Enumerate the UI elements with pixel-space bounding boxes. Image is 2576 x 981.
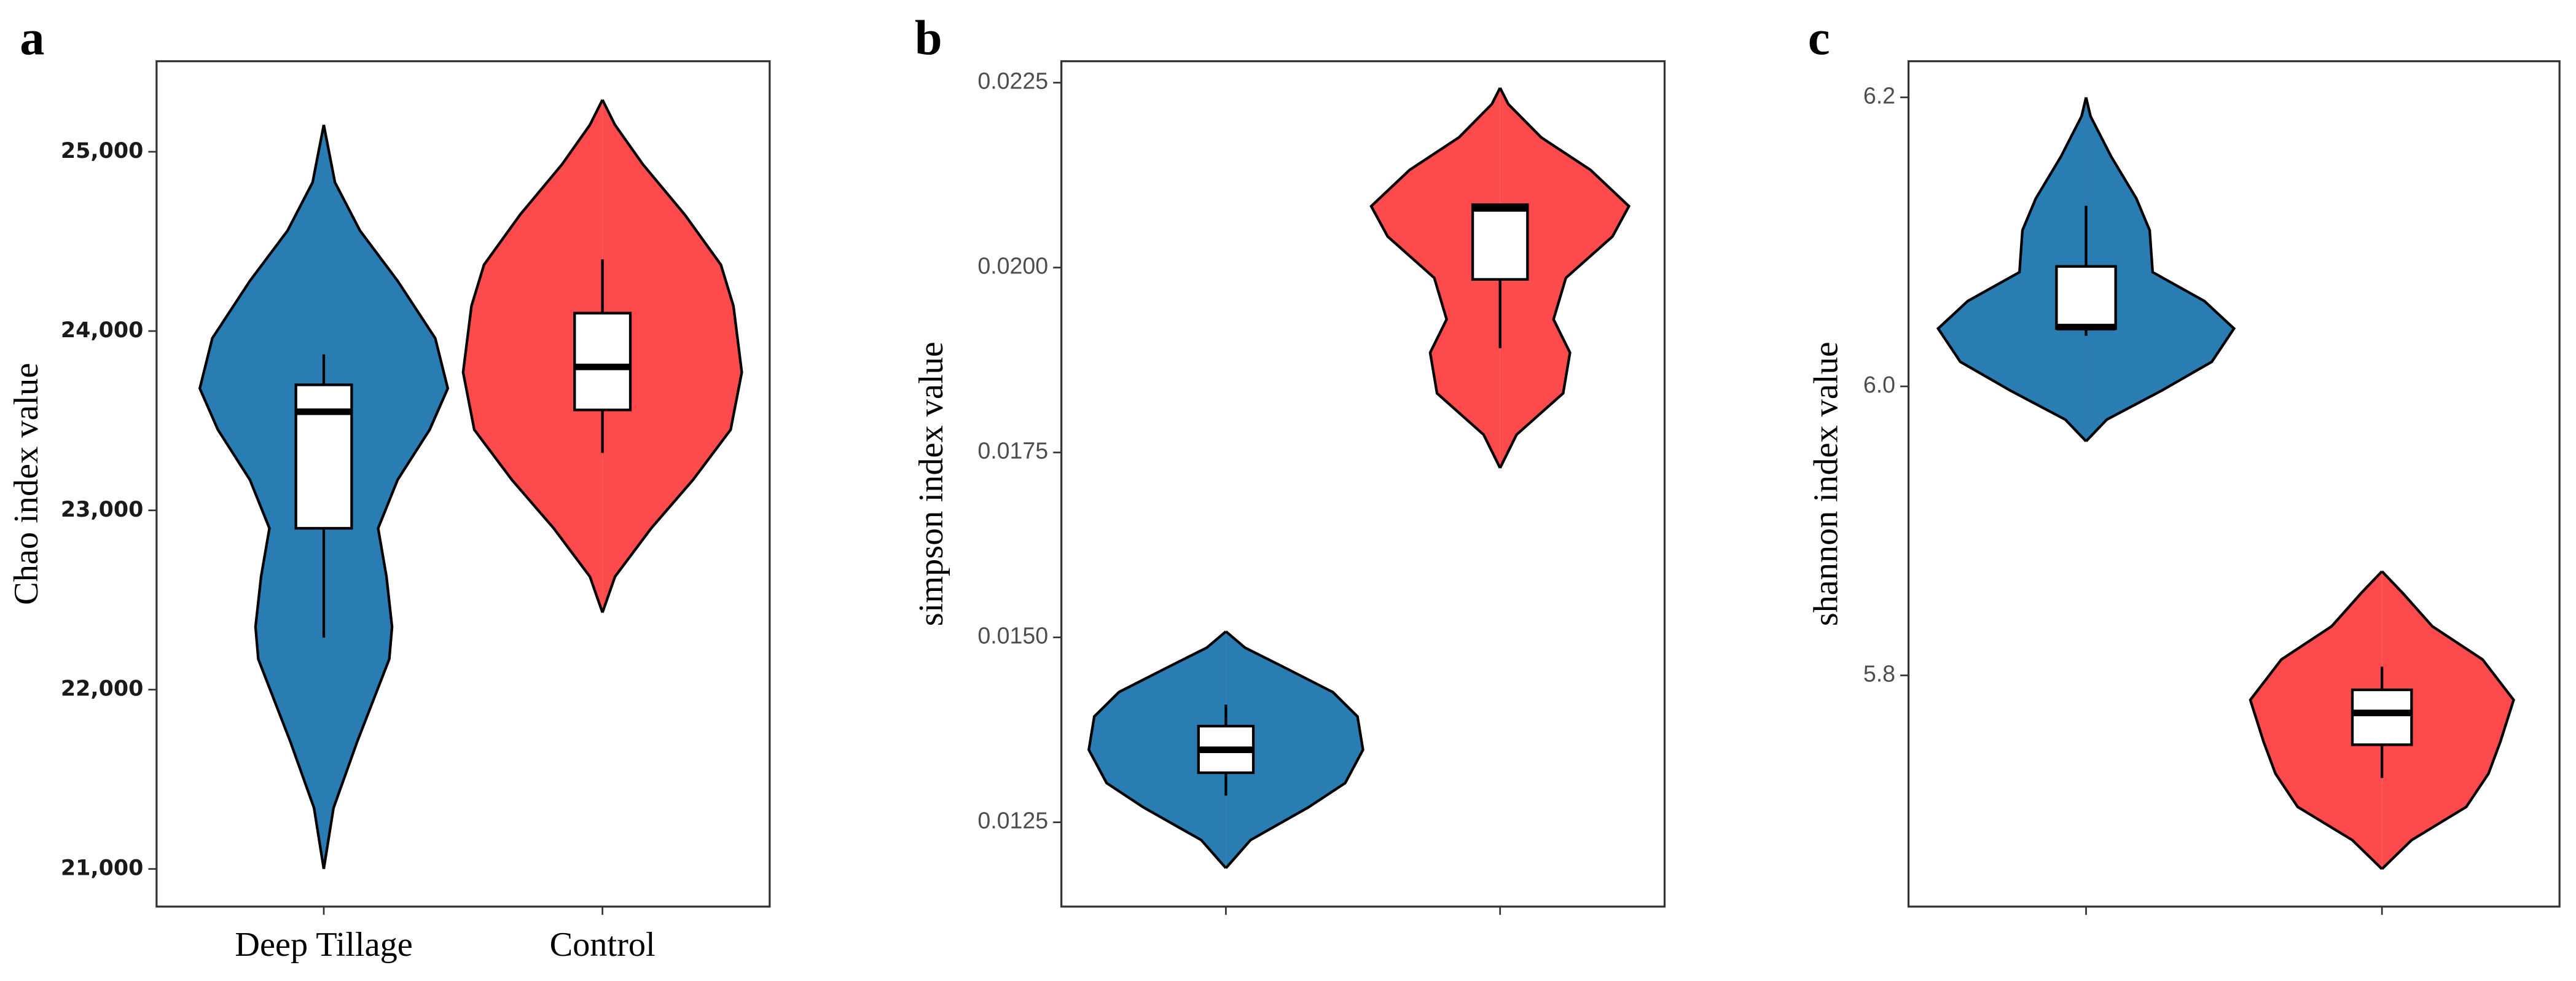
box (1471, 203, 1529, 281)
y-tick-label: 0.0150 (977, 623, 1048, 649)
y-tick-label: 22,000 (61, 677, 144, 702)
box (573, 311, 632, 412)
box (294, 383, 353, 530)
violin-outline (1369, 87, 1501, 469)
violin-outline (1936, 96, 2088, 442)
violin-half (2250, 571, 2382, 869)
panel-label: c (1808, 11, 1830, 66)
box (2351, 688, 2413, 746)
violin-outline (2249, 570, 2383, 870)
y-axis-title: simpson index value (912, 342, 950, 626)
y-tick-label: 0.0200 (977, 253, 1048, 279)
y-tick-label: 21,000 (61, 856, 144, 881)
violin-half (2086, 97, 2234, 442)
panel-label: a (20, 11, 44, 66)
violin-half (2382, 571, 2514, 869)
violin-outline (322, 124, 450, 869)
y-tick-label: 0.0225 (977, 68, 1048, 94)
violin-outline (1224, 630, 1364, 869)
plot-frame (1060, 60, 1666, 908)
violin-outline (198, 124, 326, 869)
y-tick-label: 24,000 (61, 318, 144, 343)
y-tick-label: 0.0175 (977, 438, 1048, 464)
violin-outline (1498, 87, 1631, 469)
violin-outline (2085, 96, 2236, 442)
y-tick-label: 25,000 (61, 139, 144, 163)
violin-half (602, 100, 742, 613)
violin-outline (1087, 630, 1227, 869)
violin-outline (601, 99, 743, 613)
violin-outline (2381, 570, 2515, 870)
panel-label: b (915, 11, 942, 66)
violin-half (463, 100, 603, 613)
y-tick-label: 0.0125 (977, 808, 1048, 834)
y-tick-label: 6.2 (1863, 82, 1895, 108)
y-tick-label: 6.0 (1863, 372, 1895, 397)
box (2055, 265, 2117, 330)
x-tick-label: Control (550, 926, 656, 964)
x-tick-label: Deep Tillage (235, 926, 412, 964)
violin-half (1938, 97, 2086, 442)
plot-frame (1907, 60, 2561, 908)
violin-outline (461, 99, 604, 613)
y-axis-title: shannon index value (1807, 342, 1846, 626)
y-tick-label: 5.8 (1863, 660, 1895, 686)
y-tick-label: 23,000 (61, 498, 144, 522)
plot-frame (155, 60, 771, 908)
y-axis-title: Chao index value (7, 363, 45, 605)
